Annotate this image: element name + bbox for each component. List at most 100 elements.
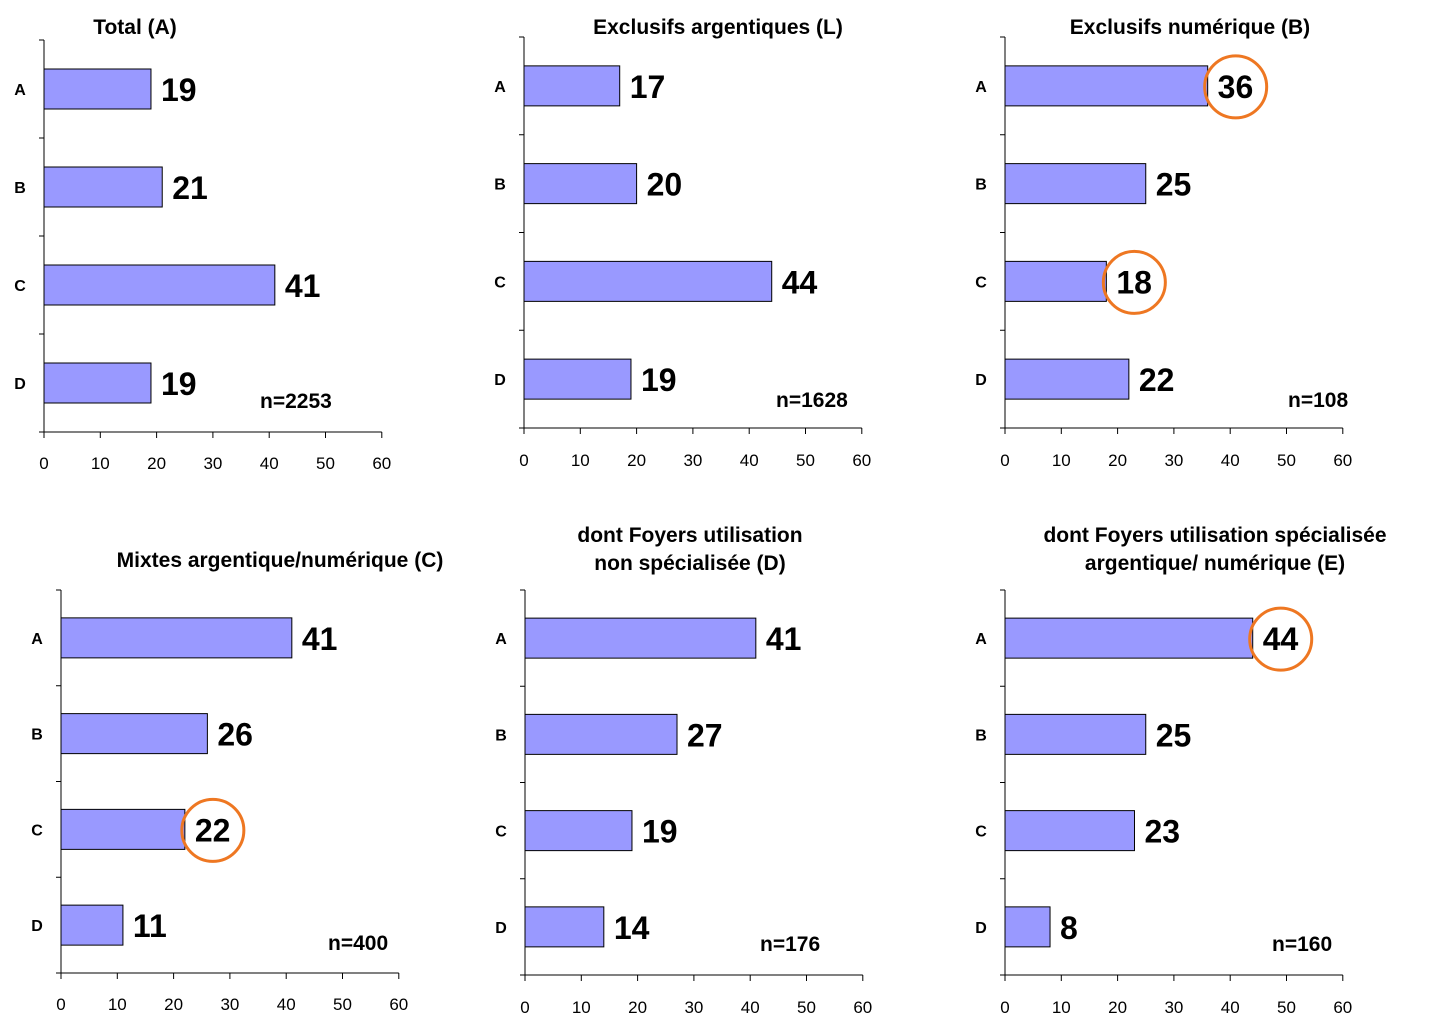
value-label: 8 bbox=[1060, 910, 1078, 946]
value-label: 20 bbox=[647, 167, 683, 203]
category-label: A bbox=[14, 82, 26, 99]
x-tick-label: 50 bbox=[316, 454, 335, 473]
category-label: C bbox=[975, 274, 987, 291]
x-tick-label: 10 bbox=[1052, 451, 1071, 470]
category-label: D bbox=[494, 372, 506, 389]
x-tick-label: 50 bbox=[796, 451, 815, 470]
x-tick-label: 50 bbox=[1277, 451, 1296, 470]
x-tick-label: 50 bbox=[333, 995, 352, 1014]
x-tick-label: 20 bbox=[147, 454, 166, 473]
x-tick-label: 0 bbox=[520, 998, 529, 1016]
x-tick-label: 10 bbox=[108, 995, 127, 1014]
x-tick-label: 0 bbox=[56, 995, 65, 1014]
x-tick-label: 60 bbox=[1333, 451, 1352, 470]
bar-a bbox=[523, 65, 621, 107]
bar-d bbox=[43, 362, 152, 404]
chart-panel-foyers-non-specialisee: dont Foyers utilisation non spécialisée … bbox=[480, 510, 960, 1016]
value-label: 11 bbox=[133, 908, 167, 944]
bar-c bbox=[524, 810, 633, 852]
category-label: D bbox=[975, 920, 987, 937]
bar-chart-svg: 0 10 20 30 40 50 60 A 41 B 26 C 22 D 11 n=400 bbox=[31, 589, 408, 1014]
x-tick-label: 0 bbox=[519, 451, 528, 470]
bar-b bbox=[43, 166, 163, 208]
bar-chart-svg: 0 10 20 30 40 50 60 A 36 B 25 C 18 D 22 n=108 bbox=[975, 36, 1352, 470]
bar-a bbox=[60, 617, 293, 659]
category-label: C bbox=[494, 274, 506, 291]
chart-panel-total: Total (A) 0 10 20 30 40 50 60 A 19 B 21 C 41 D 19 n=225… bbox=[0, 0, 480, 480]
x-tick-label: 30 bbox=[683, 451, 702, 470]
x-tick-label: 30 bbox=[1164, 998, 1183, 1016]
value-label: 22 bbox=[195, 812, 231, 848]
x-tick-label: 60 bbox=[389, 995, 408, 1014]
value-label: 26 bbox=[217, 717, 253, 753]
x-tick-label: 50 bbox=[1277, 998, 1296, 1016]
chart-panel-exclusifs-argentiques: Exclusifs argentiques (L) 0 10 20 30 40 50 60 A… bbox=[480, 0, 960, 480]
chart-title: Exclusifs numérique (B) bbox=[1069, 16, 1311, 39]
category-label: B bbox=[494, 177, 506, 194]
chart-title: Total (A) bbox=[93, 16, 177, 39]
x-tick-label: 20 bbox=[1108, 451, 1127, 470]
x-tick-label: 60 bbox=[372, 454, 391, 473]
bar-c bbox=[43, 264, 276, 306]
bar-b bbox=[1004, 163, 1147, 205]
highlight-circle bbox=[180, 797, 246, 863]
x-tick-label: 20 bbox=[1108, 998, 1127, 1016]
x-tick-label: 20 bbox=[164, 995, 183, 1014]
sample-size-label: n=176 bbox=[760, 933, 820, 956]
highlight-circle bbox=[1248, 606, 1314, 672]
category-label: D bbox=[495, 920, 507, 937]
value-label: 14 bbox=[614, 910, 650, 946]
chart-panel-foyers-specialisee: dont Foyers utilisation spécialisée arge… bbox=[960, 510, 1436, 1016]
category-label: C bbox=[14, 278, 26, 295]
category-label: B bbox=[31, 727, 43, 744]
bar-a bbox=[43, 68, 152, 110]
bar-a bbox=[1004, 617, 1254, 659]
x-tick-label: 30 bbox=[220, 995, 239, 1014]
value-label: 17 bbox=[630, 69, 666, 105]
value-label: 41 bbox=[766, 621, 802, 657]
x-tick-label: 30 bbox=[684, 998, 703, 1016]
x-tick-label: 40 bbox=[740, 451, 759, 470]
sample-size-label: n=400 bbox=[328, 932, 388, 955]
category-label: B bbox=[495, 727, 507, 744]
x-tick-label: 10 bbox=[571, 451, 590, 470]
x-tick-label: 20 bbox=[627, 451, 646, 470]
bar-d bbox=[524, 906, 605, 948]
sample-size-label: n=2253 bbox=[260, 390, 332, 413]
category-label: B bbox=[975, 727, 987, 744]
value-label: 41 bbox=[302, 621, 338, 657]
x-tick-label: 60 bbox=[1333, 998, 1352, 1016]
x-tick-label: 10 bbox=[1052, 998, 1071, 1016]
bar-d bbox=[1004, 358, 1130, 400]
sample-size-label: n=160 bbox=[1272, 933, 1332, 956]
value-label: 27 bbox=[687, 717, 723, 753]
bar-c bbox=[60, 808, 186, 850]
category-label: A bbox=[975, 79, 987, 96]
bar-d bbox=[1004, 906, 1051, 948]
x-tick-label: 0 bbox=[39, 454, 48, 473]
value-label: 19 bbox=[161, 366, 197, 402]
chart-title: Exclusifs argentiques (L) bbox=[593, 16, 843, 39]
chart-title: dont Foyers utilisation spécialisée arge… bbox=[1043, 524, 1387, 575]
bar-c bbox=[523, 260, 773, 302]
category-label: A bbox=[31, 631, 43, 648]
sample-size-label: n=1628 bbox=[776, 389, 848, 412]
x-tick-label: 50 bbox=[797, 998, 816, 1016]
x-tick-label: 60 bbox=[852, 451, 871, 470]
category-label: B bbox=[975, 177, 987, 194]
value-label: 21 bbox=[172, 170, 208, 206]
chart-panel-mixtes: Mixtes argentique/numérique (C) 0 10 20 30 4… bbox=[0, 510, 490, 1016]
bar-d bbox=[523, 358, 632, 400]
value-label: 19 bbox=[642, 814, 678, 850]
x-tick-label: 20 bbox=[628, 998, 647, 1016]
value-label: 44 bbox=[1263, 621, 1299, 657]
x-tick-label: 10 bbox=[91, 454, 110, 473]
bar-chart-svg: 0 10 20 30 40 50 60 A 17 B 20 C 44 D 19 n=1628 bbox=[494, 36, 871, 470]
sample-size-label: n=108 bbox=[1288, 389, 1348, 412]
category-label: C bbox=[495, 824, 507, 841]
value-label: 25 bbox=[1156, 167, 1192, 203]
value-label: 23 bbox=[1144, 814, 1180, 850]
category-label: B bbox=[14, 180, 26, 197]
bar-chart-svg: 0 10 20 30 40 50 60 A 41 B 27 C 19 D 14 n=176 bbox=[495, 589, 872, 1016]
bar-b bbox=[1004, 713, 1147, 755]
